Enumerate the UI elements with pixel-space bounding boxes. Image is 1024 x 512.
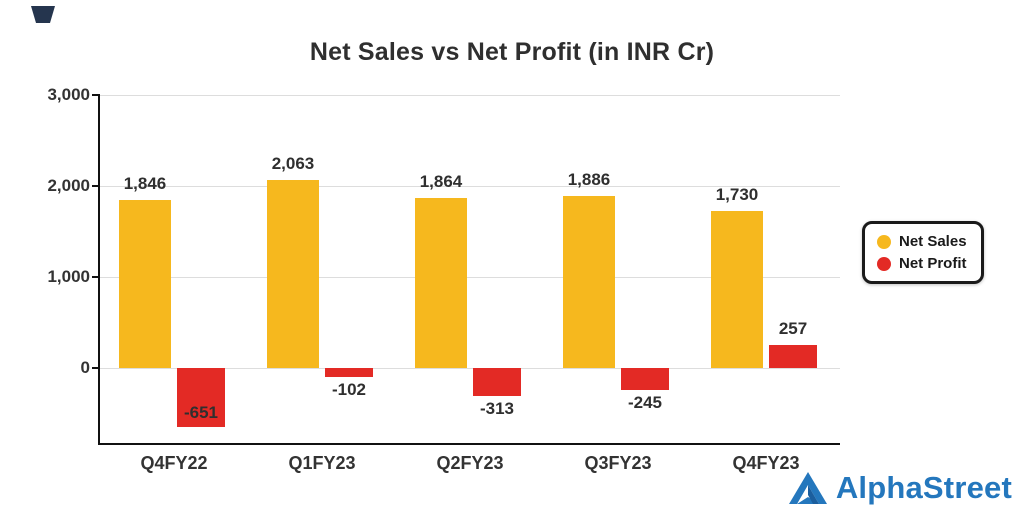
legend-item-net-sales: Net Sales <box>877 233 967 250</box>
net-sales-bar <box>563 196 615 368</box>
net-profit-swatch-icon <box>877 256 891 271</box>
grid-line <box>100 95 840 96</box>
x-axis-line <box>98 443 840 445</box>
bar-value-label: 1,864 <box>419 172 463 192</box>
bar-value-label: 1,886 <box>567 170 611 190</box>
bar-value-label: 257 <box>778 318 808 338</box>
alphastreet-branding: AlphaStreet <box>788 470 1012 506</box>
bar-value-label: -651 <box>183 403 219 423</box>
y-axis-tick <box>92 185 100 187</box>
bar-value-label: -245 <box>627 393 663 413</box>
grid-line <box>100 277 840 278</box>
cropped-corner-icon <box>31 6 55 23</box>
chart-title: Net Sales vs Net Profit (in INR Cr) <box>309 38 715 66</box>
y-tick-label: 2,000 <box>47 176 90 195</box>
bar-value-label: 1,846 <box>123 174 167 193</box>
bar-value-label: 1,730 <box>715 184 759 204</box>
net-profit-bar <box>325 368 373 378</box>
grid-line <box>100 368 840 369</box>
bar-value-label: -102 <box>331 380 367 400</box>
net-profit-bar <box>621 368 669 391</box>
y-tick-label: 0 <box>80 358 90 377</box>
y-axis-line <box>98 95 100 445</box>
net-sales-bar <box>119 200 171 368</box>
grid-line <box>100 186 840 187</box>
net-sales-swatch-icon <box>877 234 891 249</box>
alphastreet-wordmark: AlphaStreet <box>835 470 1012 505</box>
legend-item-net-profit: Net Profit <box>877 255 967 272</box>
legend-label: Net Sales <box>899 233 967 250</box>
x-tick-label: Q2FY23 <box>436 453 504 473</box>
net-sales-bar <box>267 180 319 368</box>
net-profit-bar <box>473 368 521 397</box>
net-sales-bar <box>415 198 467 368</box>
net-profit-bar <box>769 344 817 368</box>
net-profit-bar <box>177 368 225 428</box>
alphastreet-logo-icon <box>788 471 827 504</box>
x-tick-label: Q4FY23 <box>732 453 800 473</box>
legend-box: Net Sales Net Profit <box>862 221 984 284</box>
x-tick-label: Q3FY23 <box>584 453 652 473</box>
net-sales-bar <box>711 210 763 368</box>
y-axis-tick <box>92 276 100 278</box>
y-tick-label: 1,000 <box>47 267 90 286</box>
x-tick-label: Q4FY22 <box>140 453 208 473</box>
legend-label: Net Profit <box>899 255 967 272</box>
x-tick-label: Q1FY23 <box>288 453 356 473</box>
bar-value-label: 2,063 <box>271 154 315 174</box>
bar-value-label: -313 <box>479 399 515 419</box>
y-axis-tick <box>92 94 100 96</box>
y-axis-tick <box>92 367 100 369</box>
y-tick-label: 3,000 <box>47 85 90 104</box>
